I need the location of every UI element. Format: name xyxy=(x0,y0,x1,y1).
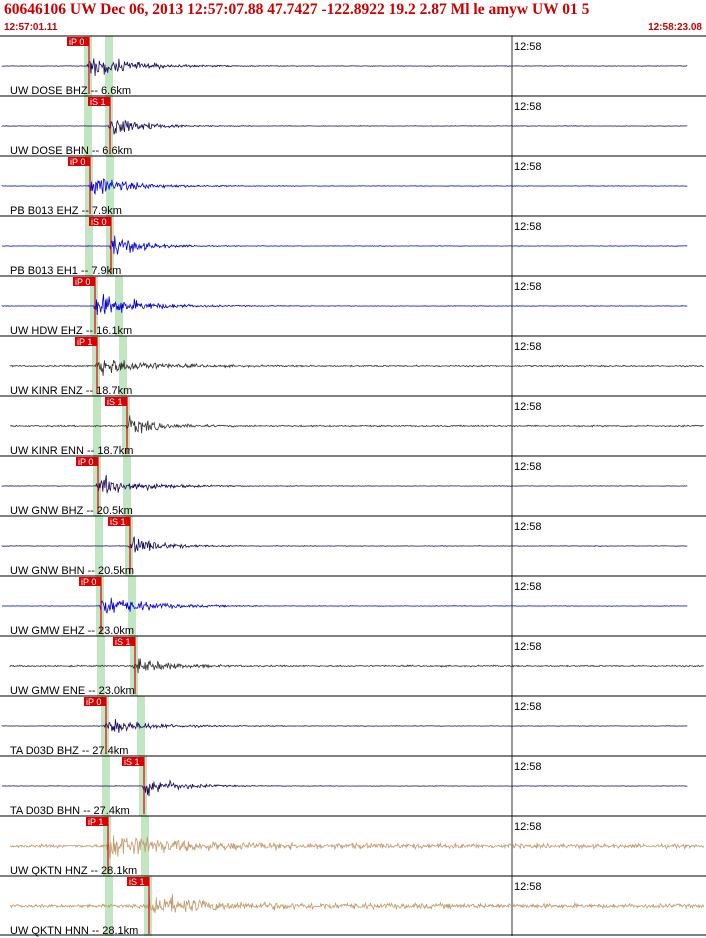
pick-flag[interactable] xyxy=(84,697,106,706)
pick-flag-label: iP 0 xyxy=(75,277,90,287)
channel-label: UW DOSE BHZ -- 6.6km xyxy=(10,85,131,97)
pick-flag-label: iP 0 xyxy=(70,157,85,167)
trace-panel[interactable]: 12:58 iS 0 PB B013 EH1 -- 7.9km xyxy=(0,215,706,277)
time-tick-label: 12:58 xyxy=(514,341,542,353)
channel-label: TA D03D BHN -- 27.4km xyxy=(10,805,130,817)
time-tick-label: 12:58 xyxy=(514,581,542,593)
trace-panel[interactable]: 12:58 iP 0 PB B013 EHZ -- 7.9km xyxy=(0,155,706,217)
time-tick-label: 12:58 xyxy=(514,101,542,113)
time-start-label: 12:57:01.11 xyxy=(4,22,58,33)
trace-panel[interactable]: 12:58 iP 0 UW GNW BHZ -- 20.5km xyxy=(0,455,706,517)
pick-flag-label: iS 1 xyxy=(129,877,145,887)
pick-flag-label: iS 1 xyxy=(110,517,126,527)
waveform-trace xyxy=(1,536,688,553)
channel-label: PB B013 EHZ -- 7.9km xyxy=(10,205,122,217)
pick-flag[interactable] xyxy=(127,877,149,886)
trace-panel[interactable]: 12:58 iS 1 UW QKTN HNN -- 28.1km xyxy=(0,875,706,937)
waveform-trace xyxy=(9,415,704,434)
pick-flag[interactable] xyxy=(89,217,111,226)
waveform-trace xyxy=(1,119,688,135)
pick-flag-label: iP 0 xyxy=(69,37,84,47)
channel-label: PB B013 EH1 -- 7.9km xyxy=(10,265,121,277)
trace-panel[interactable]: 12:58 iP 0 UW GMW EHZ -- 23.0km xyxy=(0,575,706,637)
time-tick-label: 12:58 xyxy=(514,821,542,833)
pick-flag-label: iS 1 xyxy=(124,757,140,767)
waveform-trace xyxy=(9,359,704,376)
waveform-trace xyxy=(2,235,688,255)
pick-flag-label: iP 0 xyxy=(78,457,93,467)
trace-panel[interactable]: 12:58 iS 1 UW DOSE BHN -- 6.6km xyxy=(0,95,706,157)
pick-flag[interactable] xyxy=(76,457,98,466)
time-tick-label: 12:58 xyxy=(514,461,542,473)
pick-flag[interactable] xyxy=(105,397,127,406)
trace-panel[interactable]: 12:58 iS 1 UW GNW BHN -- 20.5km xyxy=(0,515,706,577)
pick-flag-label: iS 0 xyxy=(91,217,107,227)
channel-label: UW GNW BHN -- 20.5km xyxy=(10,565,134,577)
time-tick-label: 12:58 xyxy=(514,401,542,413)
channel-label: UW DOSE BHN -- 6.6km xyxy=(10,145,132,157)
pick-flag-label: iP 0 xyxy=(81,577,96,587)
trace-panel[interactable]: 12:58 iP 0 UW DOSE BHZ -- 6.6km xyxy=(0,35,706,97)
channel-label: TA D03D BHZ -- 27.4km xyxy=(10,745,128,757)
trace-panel[interactable]: 12:58 iS 1 TA D03D BHN -- 27.4km xyxy=(0,755,706,817)
time-end-label: 12:58:23.08 xyxy=(648,22,702,33)
pick-flag[interactable] xyxy=(75,337,97,346)
waveform-trace xyxy=(1,178,688,196)
pick-flag[interactable] xyxy=(86,817,108,826)
channel-label: UW KINR ENN -- 18.7km xyxy=(10,445,133,457)
waveform-trace xyxy=(9,658,704,674)
pick-flag[interactable] xyxy=(88,97,110,106)
time-tick-label: 12:58 xyxy=(514,161,542,173)
channel-label: UW QKTN HNZ -- 28.1km xyxy=(10,865,137,877)
trace-panel[interactable]: 12:58 iP 0 TA D03D BHZ -- 27.4km xyxy=(0,695,706,757)
waveform-trace xyxy=(1,597,688,614)
pick-flag-label: iP 0 xyxy=(86,697,101,707)
waveform-trace xyxy=(1,294,688,316)
channel-label: UW GNW BHZ -- 20.5km xyxy=(10,505,133,517)
time-tick-label: 12:58 xyxy=(514,521,542,533)
pick-flag[interactable] xyxy=(67,37,89,46)
pick-flag[interactable] xyxy=(122,757,144,766)
channel-label: UW KINR ENZ -- 18.7km xyxy=(10,385,132,397)
trace-panel[interactable]: 12:58 iS 1 UW GMW ENE -- 23.0km xyxy=(0,635,706,697)
pick-flag[interactable] xyxy=(73,277,95,286)
pick-flag-label: iS 1 xyxy=(107,397,123,407)
trace-panel[interactable]: 12:58 iS 1 UW KINR ENN -- 18.7km xyxy=(0,395,706,457)
trace-panel[interactable]: 12:58 iP 1 UW KINR ENZ -- 18.7km xyxy=(0,335,706,397)
channel-label: UW QKTN HNN -- 28.1km xyxy=(10,925,138,937)
time-tick-label: 12:58 xyxy=(514,281,542,293)
trace-panel[interactable]: 12:58 iP 0 UW HDW EHZ -- 16.1km xyxy=(0,275,706,337)
waveform-trace xyxy=(1,58,688,77)
waveform-trace xyxy=(1,475,688,494)
time-tick-label: 12:58 xyxy=(514,701,542,713)
waveform-trace xyxy=(9,893,705,914)
pick-flag-label: iP 1 xyxy=(88,817,103,827)
pick-flag-label: iS 1 xyxy=(90,97,106,107)
time-tick-label: 12:58 xyxy=(514,221,542,233)
time-tick-label: 12:58 xyxy=(514,881,542,893)
pick-flag[interactable] xyxy=(108,517,130,526)
waveform-trace xyxy=(10,835,705,859)
trace-panel[interactable]: 12:58 iP 1 UW QKTN HNZ -- 28.1km xyxy=(0,815,706,877)
pick-flag[interactable] xyxy=(68,157,90,166)
header-bar: 60646106 UW Dec 06, 2013 12:57:07.88 47.… xyxy=(0,0,706,36)
channel-label: UW HDW EHZ -- 16.1km xyxy=(10,325,132,337)
waveform-trace xyxy=(2,779,688,797)
event-title: 60646106 UW Dec 06, 2013 12:57:07.88 47.… xyxy=(4,1,590,18)
pick-flag[interactable] xyxy=(113,637,135,646)
time-tick-label: 12:58 xyxy=(514,41,542,53)
pick-flag-label: iP 1 xyxy=(77,337,92,347)
pick-flag[interactable] xyxy=(79,577,101,586)
time-tick-label: 12:58 xyxy=(514,761,542,773)
waveform-trace xyxy=(1,718,688,733)
channel-label: UW GMW ENE -- 23.0km xyxy=(10,685,135,697)
channel-label: UW GMW EHZ -- 23.0km xyxy=(10,625,134,637)
pick-flag-label: iS 1 xyxy=(115,637,131,647)
time-tick-label: 12:58 xyxy=(514,641,542,653)
